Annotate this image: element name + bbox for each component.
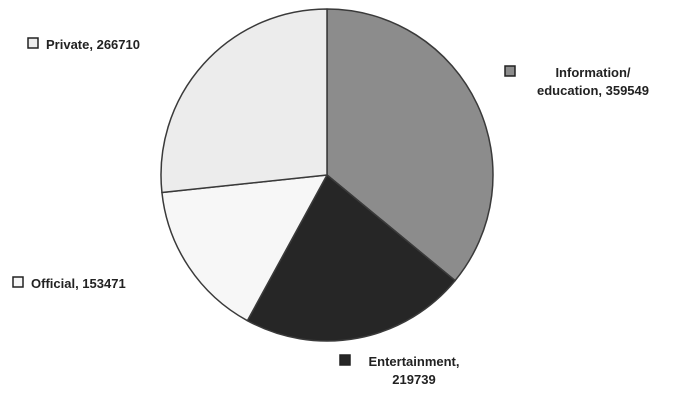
legend-swatch-entertainment — [339, 354, 351, 366]
legend-swatch-information-education — [504, 65, 516, 77]
slice-label-official-line1: Official, 153471 — [31, 276, 126, 291]
pie-slice-private — [160, 8, 328, 194]
slice-label-information-education-line1: Information/ — [555, 65, 630, 80]
slice-label-official: Official, 153471 — [12, 276, 126, 291]
legend-swatch-official — [12, 276, 24, 288]
pie-slice-information-education — [326, 8, 494, 282]
slice-label-information-education-line2: education, 359549 — [537, 83, 649, 98]
slice-label-private-line1: Private, 266710 — [46, 37, 140, 52]
pie-slice-entertainment — [246, 174, 456, 342]
slice-label-entertainment-line1: Entertainment, — [368, 354, 459, 369]
slice-label-private: Private, 266710 — [27, 37, 140, 52]
slice-label-information-education: Information/ education, 359549 — [504, 65, 649, 98]
slice-label-entertainment-line2: 219739 — [392, 372, 435, 387]
legend-swatch-private — [27, 37, 39, 49]
slice-label-entertainment: Entertainment, 219739 — [339, 354, 460, 387]
pie-slices — [160, 8, 494, 342]
pie-slice-official — [161, 174, 328, 322]
